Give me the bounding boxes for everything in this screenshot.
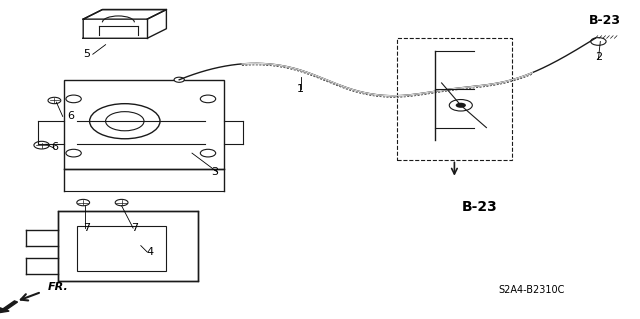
Text: B-23: B-23 [589, 14, 621, 27]
Bar [58, 211, 198, 281]
Text: FR.: FR. [48, 282, 68, 292]
Text: 6: 6 [67, 111, 74, 122]
Circle shape [77, 199, 90, 206]
Text: 7: 7 [131, 223, 138, 233]
Text: 7: 7 [83, 223, 90, 233]
FancyArrow shape [0, 301, 17, 313]
Circle shape [115, 199, 128, 206]
Text: 3: 3 [211, 167, 218, 177]
Text: S2A4-B2310C: S2A4-B2310C [498, 285, 564, 295]
Bar [397, 38, 512, 160]
Text: 4: 4 [147, 247, 154, 257]
Circle shape [456, 103, 466, 108]
Text: B-23: B-23 [462, 200, 498, 214]
Circle shape [174, 77, 184, 82]
Bar [64, 80, 224, 169]
Text: 5: 5 [83, 49, 90, 59]
Circle shape [34, 141, 49, 149]
Text: 1: 1 [298, 84, 304, 94]
Text: 2: 2 [595, 52, 602, 63]
Bar [77, 226, 166, 271]
Circle shape [48, 97, 61, 104]
Text: 6: 6 [51, 142, 58, 152]
